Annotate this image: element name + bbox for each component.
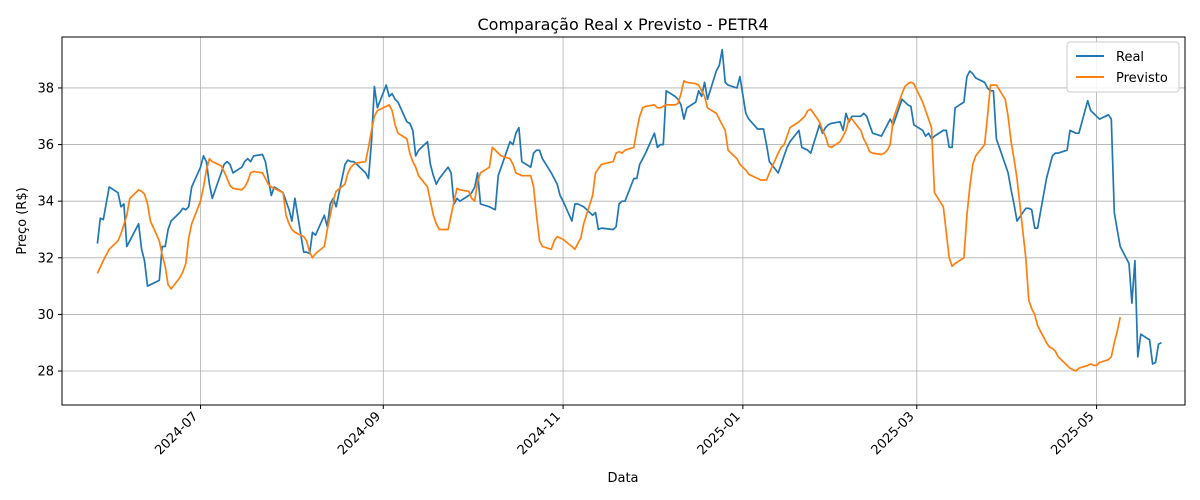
legend: Real Previsto: [1066, 41, 1180, 93]
y-tick-label: 34: [37, 195, 54, 210]
y-axis-label: Preço (R$): [15, 187, 30, 254]
chart-title: Comparação Real x Previsto - PETR4: [477, 15, 768, 34]
legend-label-real: Real: [1116, 50, 1144, 65]
series-line-real: [96, 48, 1162, 365]
y-tick-label: 30: [37, 308, 54, 323]
y-tick-label: 28: [37, 365, 54, 380]
legend-label-previsto: Previsto: [1116, 71, 1168, 86]
plot-frame: [61, 36, 1186, 406]
y-axis-ticks: 28 30 32 34 36 38: [37, 81, 62, 380]
y-tick-label: 36: [37, 138, 54, 153]
series-line-previsto: [96, 80, 1122, 372]
legend-box: [1066, 41, 1180, 93]
series-lines: [96, 48, 1162, 372]
y-tick-label: 38: [37, 81, 54, 96]
y-tick-label: 32: [37, 251, 54, 266]
x-axis-label: Data: [607, 471, 638, 486]
